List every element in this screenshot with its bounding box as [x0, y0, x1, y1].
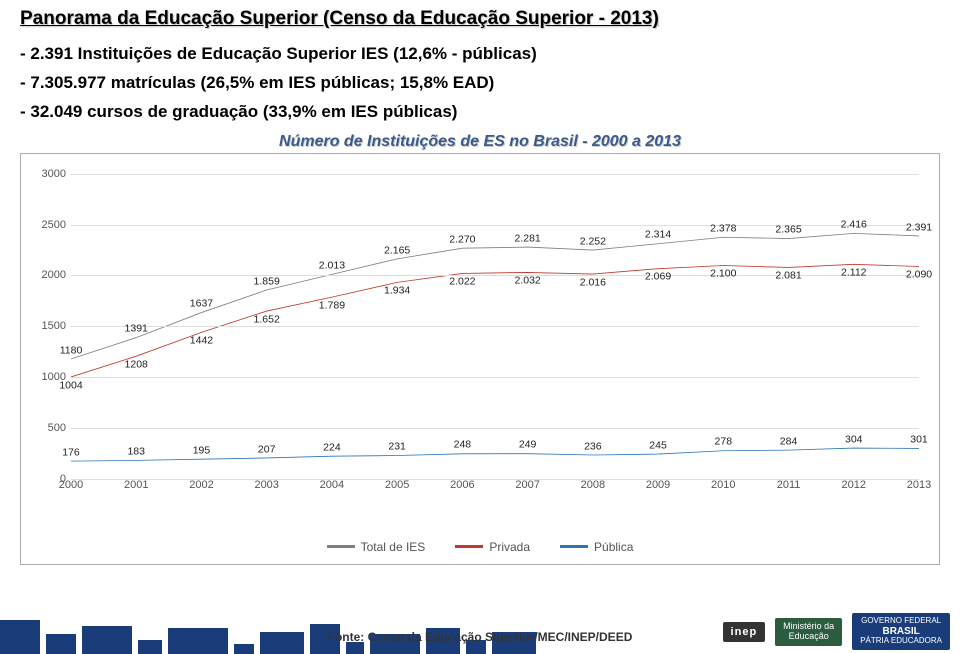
- x-tick-label: 2000: [59, 479, 83, 491]
- data-label: 1391: [125, 323, 148, 335]
- grid-line: [71, 326, 919, 327]
- bullet-cursos: - 32.049 cursos de graduação (33,9% em I…: [20, 98, 940, 127]
- x-tick-label: 2008: [581, 479, 605, 491]
- page-title: Panorama da Educação Superior (Censo da …: [0, 0, 960, 34]
- data-label: 1.652: [254, 313, 280, 325]
- data-label: 1637: [190, 298, 213, 310]
- x-tick-label: 2007: [515, 479, 539, 491]
- footer-bar: Fonte: Censo da Educação Superior/MEC/IN…: [0, 608, 960, 654]
- data-label: 2.112: [841, 266, 867, 278]
- y-axis: 050010001500200025003000: [21, 174, 71, 479]
- legend-item: Privada: [455, 540, 530, 554]
- data-label: 278: [715, 436, 733, 448]
- data-label: 2.416: [841, 219, 867, 231]
- line-chart: 050010001500200025003000 1180139116371.8…: [21, 154, 939, 534]
- data-label: 2.314: [645, 229, 671, 241]
- data-label: 249: [519, 439, 537, 451]
- logo-mec: Ministério daEducação: [775, 618, 842, 646]
- chart-title: Número de Instituições de ES no Brasil -…: [0, 133, 960, 151]
- legend-swatch: [560, 545, 588, 548]
- legend: Total de IES Privada Pública: [21, 534, 939, 564]
- plot-area: 1180139116371.8592.0132.1652.2702.2812.2…: [71, 174, 919, 479]
- data-label: 1208: [125, 358, 148, 370]
- logos: inep Ministério daEducação GOVERNO FEDER…: [723, 613, 950, 650]
- data-label: 1.859: [254, 275, 280, 287]
- data-label: 2.365: [775, 224, 801, 236]
- data-label: 2.270: [449, 233, 475, 245]
- logo-inep: inep: [723, 622, 766, 642]
- y-tick-label: 1500: [42, 320, 66, 332]
- data-label: 2.281: [514, 232, 540, 244]
- data-label: 1004: [59, 379, 82, 391]
- data-label: 224: [323, 441, 341, 453]
- bullet-matriculas: - 7.305.977 matrículas (26,5% em IES púb…: [20, 69, 940, 98]
- data-label: 2.013: [319, 260, 345, 272]
- grid-line: [71, 377, 919, 378]
- data-label: 2.081: [775, 269, 801, 281]
- x-tick-label: 2011: [777, 479, 801, 491]
- y-tick-label: 500: [48, 422, 66, 434]
- data-label: 245: [649, 439, 667, 451]
- data-label: 2.252: [580, 235, 606, 247]
- x-tick-label: 2005: [385, 479, 409, 491]
- legend-item: Total de IES: [327, 540, 426, 554]
- data-label: 304: [845, 433, 863, 445]
- legend-swatch: [327, 545, 355, 548]
- x-tick-label: 2002: [189, 479, 213, 491]
- data-label: 1.789: [319, 299, 345, 311]
- x-tick-label: 2012: [842, 479, 866, 491]
- data-label: 2.016: [580, 276, 606, 288]
- bullet-instituicoes: - 2.391 Instituições de Educação Superio…: [20, 40, 940, 69]
- x-tick-label: 2010: [711, 479, 735, 491]
- x-axis: 2000200120022003200420052006200720082009…: [71, 479, 919, 499]
- y-tick-label: 3000: [42, 168, 66, 180]
- data-label: 236: [584, 440, 602, 452]
- data-label: 195: [193, 444, 211, 456]
- stats-bullets: - 2.391 Instituições de Educação Superio…: [0, 34, 960, 129]
- x-tick-label: 2013: [907, 479, 931, 491]
- x-tick-label: 2009: [646, 479, 670, 491]
- legend-label: Total de IES: [361, 540, 426, 554]
- data-label: 2.378: [710, 223, 736, 235]
- data-label: 207: [258, 443, 276, 455]
- data-label: 231: [388, 441, 406, 453]
- data-label: 2.022: [449, 275, 475, 287]
- legend-item: Pública: [560, 540, 633, 554]
- x-tick-label: 2003: [254, 479, 278, 491]
- data-label: 301: [910, 434, 928, 446]
- data-label: 284: [780, 435, 798, 447]
- legend-swatch: [455, 545, 483, 548]
- y-tick-label: 2000: [42, 269, 66, 281]
- chart-container: 050010001500200025003000 1180139116371.8…: [20, 153, 940, 565]
- source-text: Fonte: Censo da Educação Superior/MEC/IN…: [328, 630, 633, 644]
- data-label: 2.090: [906, 269, 932, 281]
- data-label: 183: [127, 446, 145, 458]
- grid-line: [71, 174, 919, 175]
- grid-line: [71, 428, 919, 429]
- data-label: 2.165: [384, 244, 410, 256]
- data-label: 1180: [60, 344, 83, 356]
- x-tick-label: 2004: [320, 479, 344, 491]
- data-label: 2.100: [710, 268, 736, 280]
- data-label: 2.032: [514, 274, 540, 286]
- x-tick-label: 2006: [450, 479, 474, 491]
- data-label: 1442: [190, 334, 213, 346]
- legend-label: Privada: [489, 540, 530, 554]
- x-tick-label: 2001: [124, 479, 148, 491]
- data-label: 176: [62, 446, 80, 458]
- data-label: 2.391: [906, 221, 932, 233]
- data-label: 248: [454, 439, 472, 451]
- y-tick-label: 2500: [42, 219, 66, 231]
- logo-gov: GOVERNO FEDERALBRASILPÁTRIA EDUCADORA: [852, 613, 950, 650]
- data-label: 2.069: [645, 271, 671, 283]
- legend-label: Pública: [594, 540, 633, 554]
- data-label: 1.934: [384, 284, 410, 296]
